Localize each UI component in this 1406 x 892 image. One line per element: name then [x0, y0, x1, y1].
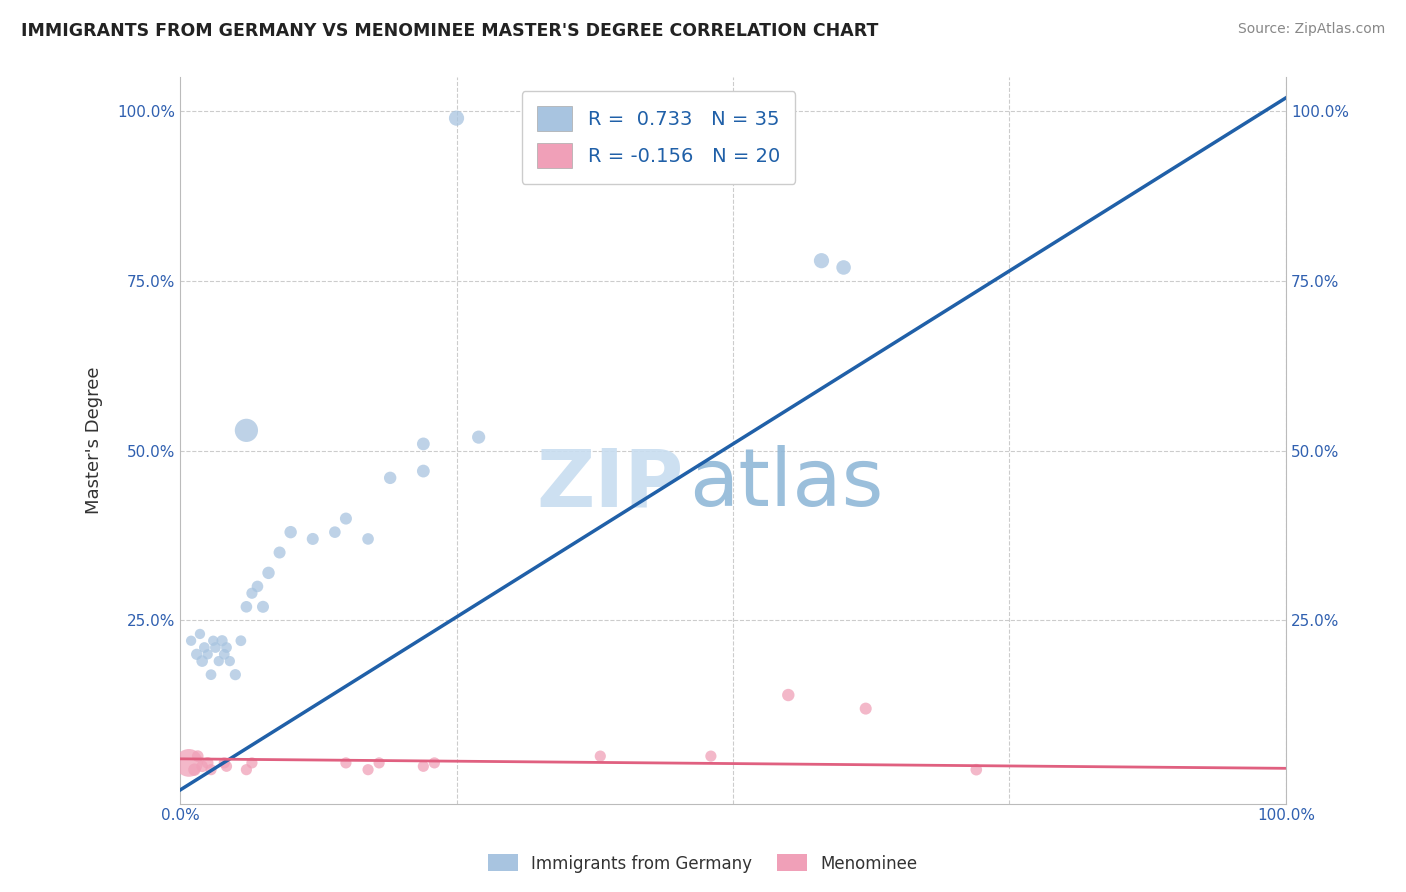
Point [177, 756, 200, 770]
Point [187, 749, 209, 764]
Point [257, 566, 280, 580]
Point [229, 633, 252, 648]
Point [810, 253, 832, 268]
Point [446, 111, 468, 125]
Text: ZIP: ZIP [536, 445, 683, 523]
Point [965, 763, 987, 777]
Point [589, 749, 612, 764]
Point [197, 756, 219, 770]
Point [412, 464, 434, 478]
Point [380, 471, 402, 485]
Point [832, 260, 855, 275]
Point [269, 545, 291, 559]
Point [235, 423, 257, 437]
Point [335, 511, 357, 525]
Legend: Immigrants from Germany, Menominee: Immigrants from Germany, Menominee [481, 847, 925, 880]
Point [186, 648, 208, 662]
Point [214, 648, 236, 662]
Point [191, 759, 214, 773]
Point [778, 688, 800, 702]
Point [252, 599, 274, 614]
Point [180, 633, 202, 648]
Point [183, 763, 205, 777]
Point [188, 627, 211, 641]
Point [215, 759, 238, 773]
Point [240, 586, 263, 600]
Point [224, 667, 246, 681]
Point [280, 525, 302, 540]
Point [235, 763, 257, 777]
Text: atlas: atlas [689, 445, 883, 523]
Point [700, 749, 723, 764]
Point [235, 599, 257, 614]
Legend: R =  0.733   N = 35, R = -0.156   N = 20: R = 0.733 N = 35, R = -0.156 N = 20 [522, 91, 796, 184]
Point [323, 525, 346, 540]
Point [368, 756, 391, 770]
Point [335, 756, 357, 770]
Point [200, 667, 222, 681]
Point [214, 756, 236, 770]
Point [246, 579, 269, 593]
Point [467, 430, 489, 444]
Point [357, 763, 380, 777]
Point [357, 532, 380, 546]
Point [204, 640, 226, 655]
Point [193, 640, 215, 655]
Point [208, 654, 231, 668]
Y-axis label: Master's Degree: Master's Degree [86, 367, 103, 515]
Point [191, 654, 214, 668]
Point [301, 532, 323, 546]
Point [412, 759, 434, 773]
Point [211, 633, 233, 648]
Text: Source: ZipAtlas.com: Source: ZipAtlas.com [1237, 22, 1385, 37]
Point [412, 437, 434, 451]
Point [202, 633, 225, 648]
Point [423, 756, 446, 770]
Point [200, 763, 222, 777]
Point [215, 640, 238, 655]
Point [240, 756, 263, 770]
Point [855, 701, 877, 715]
Text: IMMIGRANTS FROM GERMANY VS MENOMINEE MASTER'S DEGREE CORRELATION CHART: IMMIGRANTS FROM GERMANY VS MENOMINEE MAS… [21, 22, 879, 40]
Point [197, 648, 219, 662]
Point [218, 654, 240, 668]
